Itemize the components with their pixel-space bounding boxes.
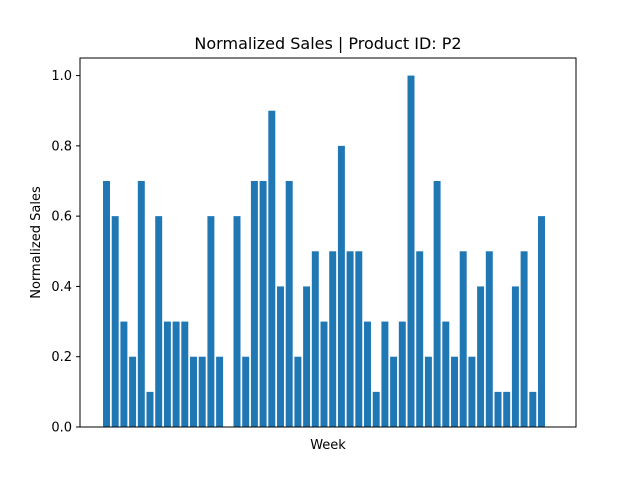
bar-week-27 xyxy=(329,251,337,427)
bar-week-51 xyxy=(538,216,545,427)
bar-week-34 xyxy=(390,356,398,427)
bar-week-19 xyxy=(259,181,267,427)
bar-week-7 xyxy=(155,216,163,427)
bar-week-39 xyxy=(433,181,441,427)
chart-title: Normalized Sales | Product ID: P2 xyxy=(194,34,461,53)
bar-week-3 xyxy=(120,321,128,427)
bar-week-22 xyxy=(285,181,293,427)
bar-week-45 xyxy=(485,251,493,427)
bar-week-9 xyxy=(172,321,180,427)
bar-week-6 xyxy=(146,391,154,427)
bar-week-46 xyxy=(494,391,502,427)
bar-week-23 xyxy=(294,356,302,427)
bar-week-10 xyxy=(181,321,189,427)
bar-week-5 xyxy=(137,181,145,427)
bar-week-28 xyxy=(337,145,345,428)
bar-week-8 xyxy=(163,321,171,427)
bar-week-11 xyxy=(190,356,197,427)
y-tick-label: 0.0 xyxy=(51,421,72,436)
y-axis-ticks: 0.0 0.2 0.4 0.6 0.8 1.0 xyxy=(51,69,80,436)
bar-week-13 xyxy=(207,216,215,427)
bar-week-25 xyxy=(311,251,319,427)
bar-week-33 xyxy=(381,321,389,427)
plot-frame xyxy=(79,57,577,428)
bars-group xyxy=(103,75,545,428)
bar-week-2 xyxy=(111,216,119,427)
bar-week-26 xyxy=(320,321,328,427)
bar-week-14 xyxy=(216,356,224,427)
bar-week-30 xyxy=(355,251,363,427)
bar-week-29 xyxy=(346,251,354,427)
bar-week-49 xyxy=(520,251,528,427)
bar-week-20 xyxy=(268,110,276,428)
bar-week-44 xyxy=(477,286,485,427)
bar-week-18 xyxy=(250,181,258,427)
bar-week-16 xyxy=(233,216,241,427)
bar-week-40 xyxy=(442,321,450,427)
x-axis-label: Week xyxy=(310,438,346,453)
y-tick-label: 0.4 xyxy=(51,280,72,295)
bar-week-38 xyxy=(424,356,432,427)
bar-week-31 xyxy=(364,321,371,427)
bar-week-12 xyxy=(198,356,206,427)
y-tick-label: 0.8 xyxy=(51,139,72,154)
y-tick-label: 0.2 xyxy=(51,350,72,365)
bar-week-36 xyxy=(407,75,415,427)
bar-week-24 xyxy=(303,286,311,427)
y-axis-label: Normalized Sales xyxy=(29,186,44,299)
bar-week-35 xyxy=(398,321,406,427)
bar-week-1 xyxy=(103,181,110,427)
y-tick-label: 1.0 xyxy=(51,69,72,84)
bar-week-42 xyxy=(459,251,467,427)
bar-week-50 xyxy=(529,391,537,427)
bar-week-47 xyxy=(503,391,511,427)
bar-week-4 xyxy=(129,356,137,427)
bar-week-48 xyxy=(511,286,519,427)
bar-week-43 xyxy=(468,356,476,427)
bar-week-32 xyxy=(372,391,380,427)
bar-week-21 xyxy=(277,286,284,427)
y-tick-label: 0.6 xyxy=(51,210,72,225)
bar-week-37 xyxy=(416,251,424,427)
bar-week-41 xyxy=(451,356,458,427)
bar-week-17 xyxy=(242,356,250,427)
